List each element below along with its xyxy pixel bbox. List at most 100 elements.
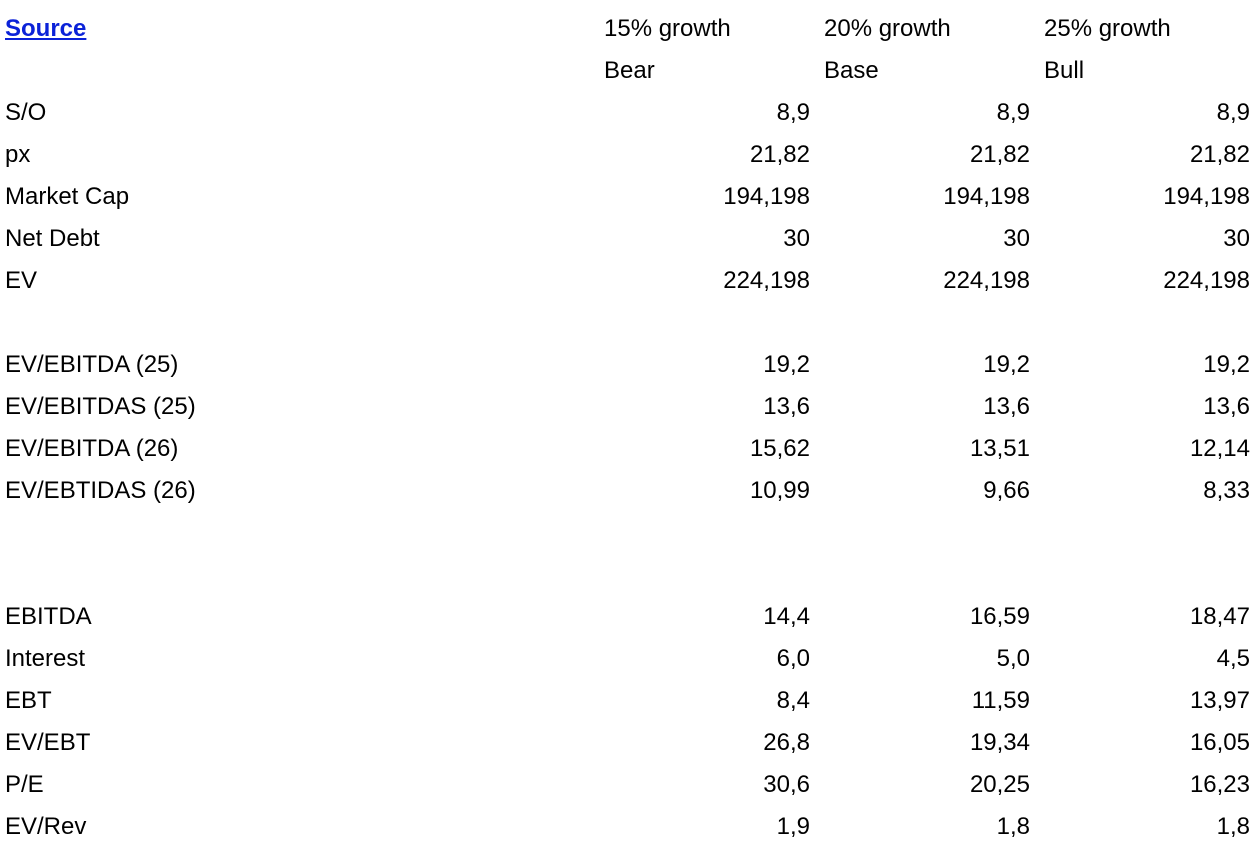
table-row-empty [0, 554, 1260, 596]
value-base: 1,8 [996, 813, 1030, 840]
value-bull: 8,33 [1203, 477, 1250, 504]
value-bull: 1,8 [1216, 813, 1250, 840]
empty-cell [0, 50, 600, 92]
table-row: EV/Rev 1,9 1,8 1,8 [0, 806, 1260, 848]
scenario-case-bull: Bull [1044, 57, 1085, 84]
value-bear: 6,0 [776, 645, 810, 672]
table-row: EV/EBT 26,8 19,34 16,05 [0, 722, 1260, 764]
value-bear: 14,4 [763, 603, 810, 630]
table-row: EV/EBITDAS (25) 13,6 13,6 13,6 [0, 386, 1260, 428]
row-label: EBITDA [5, 603, 92, 630]
row-label: EV/EBT [5, 729, 91, 756]
value-bull [1040, 512, 1260, 554]
value-bull: 19,2 [1203, 351, 1250, 378]
value-base: 11,59 [971, 687, 1030, 714]
table-row-empty [0, 302, 1260, 344]
row-label: EV/EBTIDAS (26) [5, 477, 196, 504]
table-row: px 21,82 21,82 21,82 [0, 134, 1260, 176]
row-label: Net Debt [5, 225, 100, 252]
value-bear: 13,6 [763, 393, 810, 420]
row-label [0, 302, 600, 344]
table-row-empty [0, 512, 1260, 554]
value-bull: 4,5 [1216, 645, 1250, 672]
value-bear: 30 [783, 225, 810, 252]
row-label: Market Cap [5, 183, 130, 210]
table-row: Net Debt 30 30 30 [0, 218, 1260, 260]
row-label: EV/Rev [5, 813, 87, 840]
value-base: 13,6 [983, 393, 1030, 420]
value-base: 16,59 [969, 603, 1030, 630]
value-bull: 224,198 [1163, 267, 1250, 294]
value-base [820, 554, 1040, 596]
row-label: EV/EBITDA (25) [5, 351, 179, 378]
value-base [820, 302, 1040, 344]
table-body: S/O 8,9 8,9 8,9 px 21,82 21,82 21,82 Mar… [0, 92, 1260, 848]
table-row: EV/EBITDA (26) 15,62 13,51 12,14 [0, 428, 1260, 470]
value-base: 194,198 [943, 183, 1030, 210]
table-row: EBITDA 14,4 16,59 18,47 [0, 596, 1260, 638]
value-bear [600, 512, 820, 554]
value-base: 224,198 [943, 267, 1030, 294]
table-row: Interest 6,0 5,0 4,5 [0, 638, 1260, 680]
value-bull: 13,6 [1203, 393, 1250, 420]
value-bear: 1,9 [776, 813, 810, 840]
value-bear: 8,9 [776, 99, 810, 126]
header-row-case: Bear Base Bull [0, 50, 1260, 92]
value-base: 21,82 [969, 141, 1030, 168]
value-bull [1040, 554, 1260, 596]
value-bull: 13,97 [1189, 687, 1250, 714]
table-row: EV/EBITDA (25) 19,2 19,2 19,2 [0, 344, 1260, 386]
value-base: 13,51 [969, 435, 1030, 462]
value-bull [1040, 302, 1260, 344]
row-label: EV/EBITDA (26) [5, 435, 179, 462]
value-base: 9,66 [983, 477, 1030, 504]
value-bear: 21,82 [749, 141, 810, 168]
value-bear: 8,4 [776, 687, 810, 714]
header-row-growth: Source 15% growth 20% growth 25% growth [0, 8, 1260, 50]
source-link[interactable]: Source [5, 15, 87, 42]
value-bear [600, 302, 820, 344]
row-label: EBT [5, 687, 52, 714]
value-base: 19,2 [983, 351, 1030, 378]
value-bull: 21,82 [1189, 141, 1250, 168]
value-base: 5,0 [996, 645, 1030, 672]
valuation-table: Source 15% growth 20% growth 25% growth … [0, 8, 1260, 848]
value-bear: 224,198 [723, 267, 810, 294]
scenario-case-bear: Bear [604, 57, 655, 84]
value-base: 20,25 [969, 771, 1030, 798]
value-bear: 10,99 [749, 477, 810, 504]
row-label: EV/EBITDAS (25) [5, 393, 196, 420]
value-base: 19,34 [969, 729, 1030, 756]
value-bull: 18,47 [1189, 603, 1250, 630]
table-row: EV/EBTIDAS (26) 10,99 9,66 8,33 [0, 470, 1260, 512]
row-label: px [5, 141, 31, 168]
value-bull: 16,05 [1189, 729, 1250, 756]
value-bear: 15,62 [749, 435, 810, 462]
row-label: P/E [5, 771, 44, 798]
source-cell: Source [0, 8, 600, 50]
table-row: EV 224,198 224,198 224,198 [0, 260, 1260, 302]
row-label [0, 554, 600, 596]
value-base [820, 512, 1040, 554]
scenario-growth-bear: 15% growth [604, 15, 731, 42]
table-row: S/O 8,9 8,9 8,9 [0, 92, 1260, 134]
row-label [0, 512, 600, 554]
value-bear [600, 554, 820, 596]
row-label: EV [5, 267, 38, 294]
scenario-growth-bull: 25% growth [1044, 15, 1171, 42]
value-base: 30 [1003, 225, 1030, 252]
value-bull: 8,9 [1216, 99, 1250, 126]
row-label: S/O [5, 99, 47, 126]
value-bear: 30,6 [763, 771, 810, 798]
row-label: Interest [5, 645, 86, 672]
scenario-growth-base: 20% growth [824, 15, 951, 42]
value-bull: 30 [1223, 225, 1250, 252]
scenario-case-base: Base [824, 57, 879, 84]
table-row: Market Cap 194,198 194,198 194,198 [0, 176, 1260, 218]
value-base: 8,9 [996, 99, 1030, 126]
table-row: EBT 8,4 11,59 13,97 [0, 680, 1260, 722]
value-bull: 16,23 [1189, 771, 1250, 798]
value-bear: 19,2 [763, 351, 810, 378]
value-bull: 12,14 [1189, 435, 1250, 462]
value-bear: 194,198 [723, 183, 810, 210]
